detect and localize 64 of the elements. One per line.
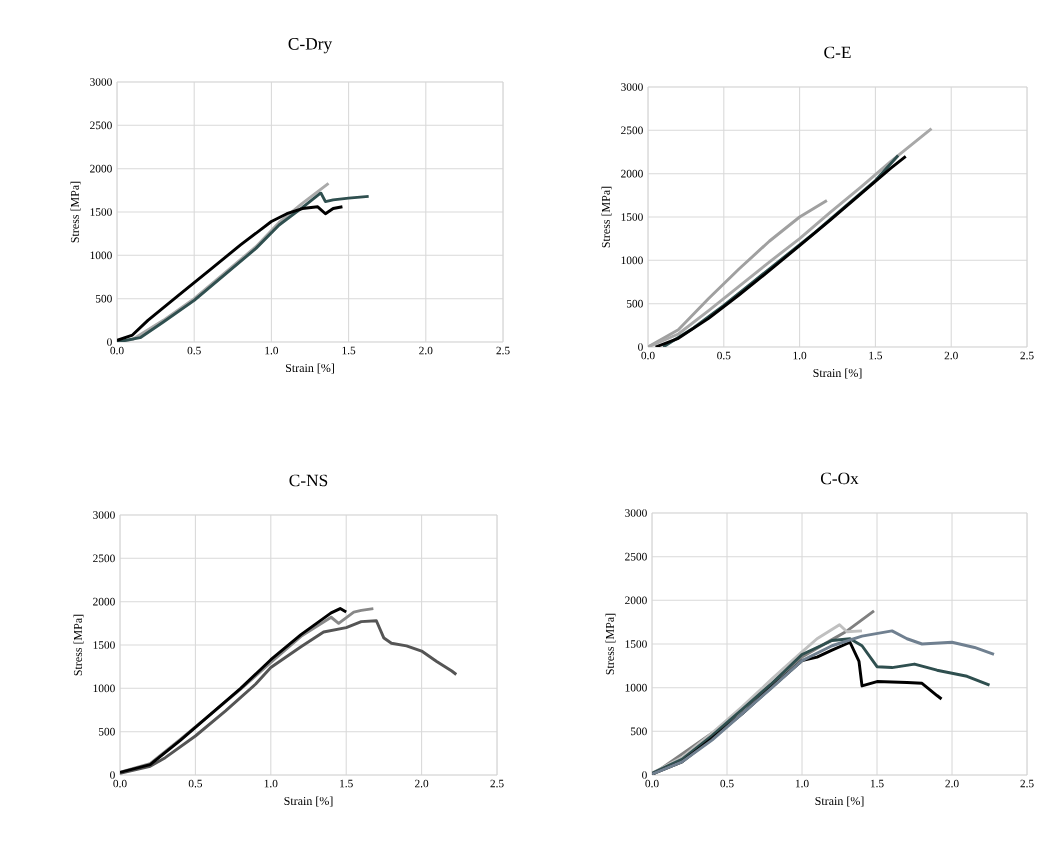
- x-tick-label: 0.5: [720, 779, 734, 788]
- y-tick-label: 0: [107, 338, 112, 346]
- y-tick-label: 1500: [93, 641, 115, 649]
- x-tick-label: 2.0: [415, 779, 429, 788]
- x-tick-label: 2.0: [944, 351, 958, 360]
- x-tick-label: 2.5: [490, 779, 504, 788]
- x-tick-label: 1.5: [870, 779, 884, 788]
- x-tick-label: 1.0: [793, 351, 807, 360]
- y-axis-title: Stress [MPa]: [73, 614, 84, 676]
- x-axis-title: Strain [%]: [813, 368, 862, 379]
- x-tick-label: 0.0: [113, 779, 127, 788]
- x-tick-label: 0.0: [110, 346, 124, 355]
- x-tick-label: 2.0: [419, 346, 433, 355]
- chart-title: C-NS: [289, 474, 328, 487]
- x-tick-label: 2.5: [1020, 779, 1034, 788]
- y-tick-label: 3000: [625, 509, 647, 517]
- x-tick-label: 0.5: [717, 351, 731, 360]
- x-tick-label: 1.5: [869, 351, 883, 360]
- y-tick-label: 500: [626, 299, 643, 308]
- chart-title: C-E: [824, 46, 851, 59]
- x-tick-label: 1.5: [342, 346, 356, 355]
- y-tick-label: 2000: [93, 597, 115, 606]
- x-tick-label: 1.5: [340, 779, 353, 788]
- x-tick-label: 0.5: [187, 346, 201, 355]
- y-tick-label: 1000: [625, 683, 647, 692]
- y-tick-label: 0: [110, 771, 115, 779]
- y-axis-title: Stress [MPa]: [605, 613, 616, 675]
- y-tick-label: 1000: [90, 251, 112, 260]
- y-tick-label: 3000: [621, 83, 643, 91]
- x-tick-label: 1.0: [264, 779, 278, 788]
- chart-title: C-Dry: [288, 38, 333, 54]
- x-tick-label: 1.0: [795, 779, 809, 788]
- y-tick-label: 3000: [90, 78, 112, 86]
- y-tick-label: 0: [638, 343, 643, 351]
- chart-title: C-Ox: [820, 472, 859, 485]
- x-tick-label: 2.0: [945, 779, 959, 788]
- x-axis-title: Strain [%]: [285, 363, 334, 374]
- x-tick-label: 0.0: [645, 779, 659, 788]
- y-tick-label: 2500: [93, 554, 115, 563]
- x-tick-label: 2.5: [496, 346, 510, 355]
- y-tick-label: 2000: [90, 164, 112, 173]
- x-axis-title: Strain [%]: [815, 796, 864, 807]
- y-tick-label: 2000: [621, 169, 643, 178]
- y-tick-label: 2500: [621, 126, 643, 135]
- x-tick-label: 0.0: [641, 351, 655, 360]
- y-tick-label: 1500: [625, 640, 647, 648]
- y-tick-label: 500: [630, 727, 647, 736]
- x-axis-title: Strain [%]: [284, 796, 333, 807]
- y-tick-label: 2500: [625, 552, 647, 561]
- x-tick-label: 0.5: [188, 779, 203, 788]
- y-tick-label: 3000: [93, 511, 115, 519]
- y-tick-label: 0: [642, 771, 647, 779]
- y-tick-label: 2500: [90, 121, 112, 130]
- y-tick-label: 500: [95, 294, 112, 303]
- y-tick-label: 2000: [625, 596, 647, 605]
- y-tick-label: 1000: [93, 684, 115, 693]
- x-tick-label: 1.0: [265, 346, 279, 355]
- y-axis-title: Stress [MPa]: [70, 181, 81, 243]
- y-tick-label: 1500: [621, 213, 643, 221]
- x-tick-label: 2.5: [1020, 351, 1034, 360]
- y-tick-label: 1500: [90, 208, 112, 216]
- y-tick-label: 500: [98, 727, 115, 736]
- y-axis-title: Stress [MPa]: [601, 186, 612, 248]
- y-tick-label: 1000: [621, 256, 643, 265]
